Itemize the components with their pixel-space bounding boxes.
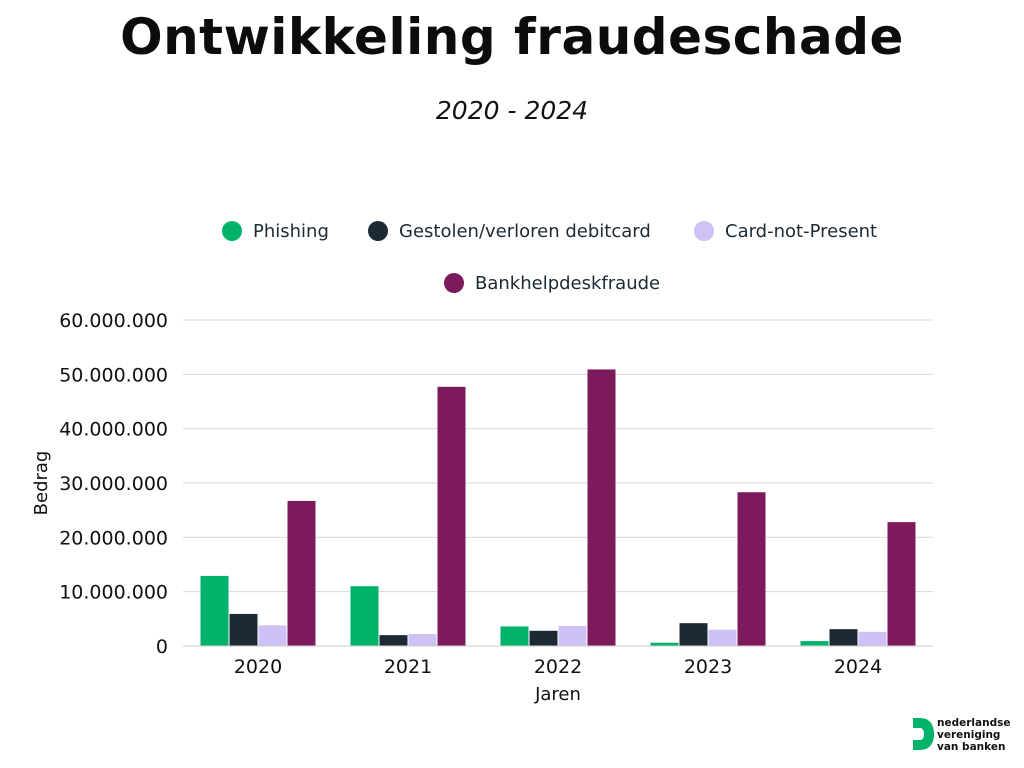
bar-bankhelpdeskfraude-2022: [587, 369, 616, 646]
page-subtitle: 2020 - 2024: [435, 96, 589, 125]
legend-label: Bankhelpdeskfraude: [475, 273, 660, 294]
bar-card-not-present-2020: [258, 625, 287, 646]
bar-bankhelpdeskfraude-2021: [437, 386, 466, 646]
bar-gestolen-verloren-debitcard-2020: [229, 613, 258, 646]
nvb-logo-icon: [913, 718, 934, 750]
legend-swatch: [368, 221, 388, 241]
y-tick-label: 60.000.000: [59, 310, 168, 332]
bar-bankhelpdeskfraude-2024: [887, 522, 916, 646]
y-tick-label: 40.000.000: [59, 419, 168, 441]
legend-swatch: [694, 221, 714, 241]
logo-line-1: nederlandse: [937, 717, 1011, 729]
bar-bankhelpdeskfraude-2020: [287, 500, 316, 646]
x-tick-label: 2023: [684, 656, 732, 678]
bar-gestolen-verloren-debitcard-2021: [379, 635, 408, 646]
legend-item: Card-not-Present: [694, 221, 877, 242]
logo-line-2: vereniging: [937, 729, 1001, 741]
logo-line-3: van banken: [937, 741, 1006, 753]
bar-card-not-present-2021: [408, 634, 437, 646]
nvb-logo: nederlandse vereniging van banken: [911, 716, 1021, 756]
legend-item: Bankhelpdeskfraude: [444, 273, 660, 294]
bar-bankhelpdeskfraude-2023: [737, 492, 766, 646]
y-tick-label: 50.000.000: [59, 364, 168, 386]
y-axis-ticks: 0 10.000.000 20.000.000 30.000.000 40.000.00…: [59, 310, 168, 658]
legend-swatch: [222, 221, 242, 241]
x-axis-ticks: 2020 2021 2022 2023 2024: [234, 656, 882, 678]
bar-phishing-2022: [500, 626, 529, 646]
x-tick-label: 2024: [834, 656, 882, 678]
nvb-logo-text: nederlandse vereniging van banken: [937, 717, 1010, 753]
x-axis-label: Jaren: [534, 684, 581, 705]
legend-swatch: [444, 273, 464, 293]
page-title: Ontwikkeling fraudeschade: [120, 8, 904, 66]
legend-label: Phishing: [253, 221, 329, 242]
chart-legend: Phishing Gestolen/verloren debitcard Card-…: [222, 221, 877, 294]
bar-gestolen-verloren-debitcard-2022: [529, 630, 558, 646]
bars: [200, 369, 916, 646]
y-tick-label: 20.000.000: [59, 527, 168, 549]
bar-gestolen-verloren-debitcard-2024: [829, 629, 858, 646]
legend-label: Card-not-Present: [725, 221, 877, 242]
legend-item: Phishing: [222, 221, 329, 242]
bar-gestolen-verloren-debitcard-2023: [679, 623, 708, 646]
bar-card-not-present-2023: [708, 629, 737, 646]
y-axis-label: Bedrag: [31, 451, 52, 516]
x-tick-label: 2021: [384, 656, 432, 678]
bar-card-not-present-2024: [858, 631, 887, 646]
bar-phishing-2024: [800, 641, 829, 646]
bar-phishing-2021: [350, 586, 379, 646]
legend-label: Gestolen/verloren debitcard: [399, 221, 651, 242]
legend-item: Gestolen/verloren debitcard: [368, 221, 651, 242]
x-tick-label: 2022: [534, 656, 582, 678]
bar-phishing-2020: [200, 575, 229, 646]
bar-phishing-2023: [650, 642, 679, 646]
x-tick-label: 2020: [234, 656, 282, 678]
bar-card-not-present-2022: [558, 625, 587, 646]
y-tick-label: 10.000.000: [59, 582, 168, 604]
y-tick-label: 0: [156, 636, 168, 658]
y-tick-label: 30.000.000: [59, 473, 168, 495]
